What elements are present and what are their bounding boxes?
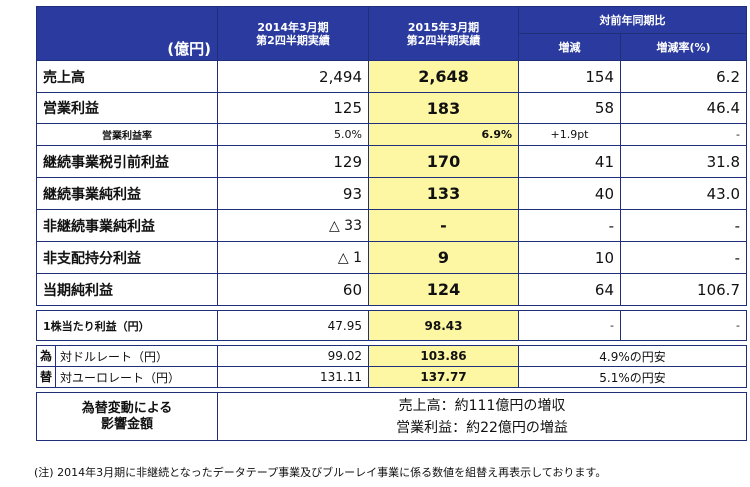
impact-label-line2: 影響金額 xyxy=(100,416,153,432)
cell-prev: 131.11 xyxy=(217,366,369,388)
fx-usd-label: 対ドルレート（円） xyxy=(60,349,169,364)
cell-cur: 183 xyxy=(368,92,519,124)
unit-label: (億円) xyxy=(36,6,218,61)
table-row: 売上高 2,494 2,648 154 6.2 xyxy=(36,60,747,93)
impact-op: 営業利益：約22億円の増益 xyxy=(396,419,568,436)
cell-cur: 124 xyxy=(368,273,519,306)
table-row-eps: 1株当たり利益（円） 47.95 98.43 - - xyxy=(36,310,747,341)
table-row-fx-impact: 為替変動による 影響金額 売上高：約111億円の増収 営業利益：約22億円の増益 xyxy=(36,392,747,441)
cell-change: 5.1%の円安 xyxy=(518,366,747,388)
cell-prev: △ 1 xyxy=(217,241,369,274)
row-label: 1株当たり利益（円） xyxy=(36,310,218,341)
cell-pct: 46.4 xyxy=(620,92,747,124)
row-label: 当期純利益 xyxy=(36,273,218,306)
col-header-prev-line2: 第2四半期実績 xyxy=(256,33,330,47)
cell-pct: - xyxy=(620,241,747,274)
col-header-prev: 2014年3月期 第2四半期実績 xyxy=(217,6,369,61)
table-row: 継続事業税引前利益 129 170 41 31.8 xyxy=(36,145,747,178)
impact-sales: 売上高：約111億円の増収 xyxy=(398,397,566,414)
col-header-cur-line2: 第2四半期実績 xyxy=(406,33,481,47)
col-header-cur-line1: 2015年3月期 xyxy=(407,20,480,34)
cell-diff: - xyxy=(518,209,621,242)
table-row: 非支配持分利益 △ 1 9 10 - xyxy=(36,241,747,274)
cell-cur: 2,648 xyxy=(368,60,519,93)
cell-diff: 64 xyxy=(518,273,621,306)
cell-pct: 31.8 xyxy=(620,145,747,178)
cell-cur: - xyxy=(368,209,519,242)
row-label: 営業利益 xyxy=(36,92,218,124)
impact-label: 為替変動による 影響金額 xyxy=(36,392,218,441)
table-row: 営業利益率 5.0% 6.9% +1.9pt - xyxy=(36,123,747,146)
cell-pct: - xyxy=(620,209,747,242)
fx-side-label-top: 為 xyxy=(38,346,56,366)
cell-prev: 2,494 xyxy=(217,60,369,93)
cell-prev: 47.95 xyxy=(217,310,369,341)
impact-values: 売上高：約111億円の増収 営業利益：約22億円の増益 xyxy=(217,392,747,441)
cell-diff: 41 xyxy=(518,145,621,178)
cell-prev: △ 33 xyxy=(217,209,369,242)
col-header-cur: 2015年3月期 第2四半期実績 xyxy=(368,6,519,61)
cell-change: 4.9%の円安 xyxy=(518,345,747,367)
fx-side-label-bottom: 替 xyxy=(38,367,56,387)
cell-cur: 9 xyxy=(368,241,519,274)
cell-diff: 10 xyxy=(518,241,621,274)
table-row: 当期純利益 60 124 64 106.7 xyxy=(36,273,747,306)
table-row-fx-eur: 替 対ユーロレート（円） 131.11 137.77 5.1%の円安 xyxy=(36,366,747,388)
fx-eur-label: 対ユーロレート（円） xyxy=(60,370,181,385)
cell-pct: - xyxy=(620,310,747,341)
col-header-diff: 増減 xyxy=(518,33,621,61)
cell-diff: 58 xyxy=(518,92,621,124)
table-row: 非継続事業純利益 △ 33 - - - xyxy=(36,209,747,242)
cell-prev: 125 xyxy=(217,92,369,124)
col-header-yoy: 対前年同期比 xyxy=(518,6,747,34)
cell-pct: - xyxy=(620,123,747,146)
financial-results-table: (億円) 2014年3月期 第2四半期実績 2015年3月期 第2四半期実績 対… xyxy=(36,6,747,441)
cell-cur: 170 xyxy=(368,145,519,178)
col-header-prev-line1: 2014年3月期 xyxy=(257,20,329,34)
cell-pct: 106.7 xyxy=(620,273,747,306)
cell-pct: 6.2 xyxy=(620,60,747,93)
row-label: 継続事業純利益 xyxy=(36,177,218,210)
cell-prev: 99.02 xyxy=(217,345,369,367)
footnote: (注) 2014年3月期に非継続となったデータテープ事業及びブルーレイ事業に係る… xyxy=(34,466,607,479)
cell-prev: 60 xyxy=(217,273,369,306)
cell-prev: 5.0% xyxy=(217,123,369,146)
cell-prev: 129 xyxy=(217,145,369,178)
cell-diff: 40 xyxy=(518,177,621,210)
col-header-diff-pct: 増減率(%) xyxy=(620,33,747,61)
table-row-fx-usd: 為 対ドルレート（円） 99.02 103.86 4.9%の円安 xyxy=(36,345,747,367)
row-label: 継続事業税引前利益 xyxy=(36,145,218,178)
table-row: 営業利益 125 183 58 46.4 xyxy=(36,92,747,124)
cell-cur: 98.43 xyxy=(368,310,519,341)
row-label: 非支配持分利益 xyxy=(36,241,218,274)
cell-cur: 6.9% xyxy=(368,123,519,146)
cell-diff: 154 xyxy=(518,60,621,93)
row-label: 売上高 xyxy=(36,60,218,93)
cell-cur: 133 xyxy=(368,177,519,210)
cell-cur: 137.77 xyxy=(368,366,519,388)
cell-prev: 93 xyxy=(217,177,369,210)
row-label: 非継続事業純利益 xyxy=(36,209,218,242)
cell-cur: 103.86 xyxy=(368,345,519,367)
cell-pct: 43.0 xyxy=(620,177,747,210)
impact-label-line1: 為替変動による xyxy=(81,400,173,416)
row-label: 営業利益率 xyxy=(36,123,218,146)
table-row: 継続事業純利益 93 133 40 43.0 xyxy=(36,177,747,210)
cell-diff: +1.9pt xyxy=(518,123,621,146)
cell-diff: - xyxy=(518,310,621,341)
